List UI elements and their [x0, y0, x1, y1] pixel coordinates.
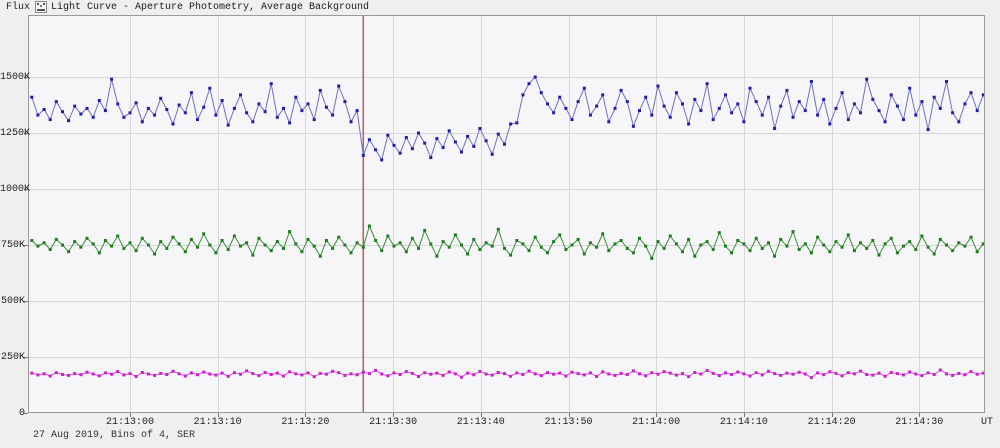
ut-axis-label: UT	[980, 417, 993, 428]
series-comparison-magenta	[30, 368, 985, 380]
y-tick-label: 250K	[0, 352, 25, 363]
plot-background	[28, 15, 985, 413]
footer-observation-info: 27 Aug 2019, Bins of 4, SER	[33, 430, 196, 441]
x-tick-label: 21:13:40	[456, 417, 505, 428]
x-tick-label: 21:13:00	[105, 417, 154, 428]
x-tick-label: 21:13:50	[544, 417, 593, 428]
y-tick-label: 0	[18, 408, 25, 419]
x-tick-label: 21:14:10	[719, 417, 768, 428]
axis-ticks	[24, 77, 920, 417]
y-tick-label: 1000K	[0, 184, 31, 195]
x-tick-label: 21:13:10	[193, 417, 242, 428]
y-tick-label: 500K	[0, 296, 25, 307]
series-comparison-green	[30, 224, 985, 260]
chart-title: Light Curve - Aperture Photometry, Avera…	[51, 2, 370, 13]
series-target-blue	[30, 75, 985, 162]
x-tick-label: 21:13:30	[369, 417, 418, 428]
plot-border	[28, 15, 985, 413]
x-tick-label: 21:13:20	[281, 417, 330, 428]
x-tick-label: 21:14:30	[895, 417, 944, 428]
x-tick-label: 21:14:00	[632, 417, 681, 428]
flux-axis-title: Flux	[6, 2, 31, 13]
y-tick-label: 1500K	[0, 72, 31, 83]
x-tick-label: 21:14:20	[807, 417, 856, 428]
light-curve-icon	[35, 1, 47, 13]
y-tick-label: 750K	[0, 240, 25, 251]
gridlines	[28, 15, 985, 413]
y-tick-label: 1250K	[0, 128, 31, 139]
